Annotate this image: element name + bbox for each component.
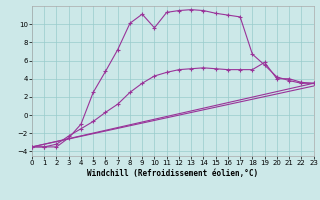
X-axis label: Windchill (Refroidissement éolien,°C): Windchill (Refroidissement éolien,°C) <box>87 169 258 178</box>
